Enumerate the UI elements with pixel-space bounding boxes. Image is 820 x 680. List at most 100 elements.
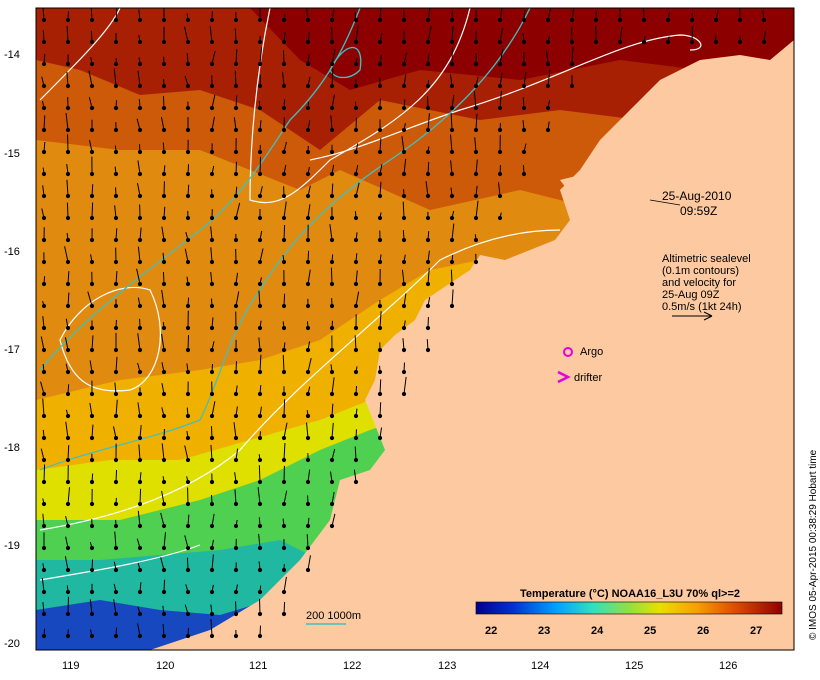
velocity-arrow-head	[425, 325, 431, 331]
velocity-arrow-head	[281, 523, 287, 529]
velocity-arrow-head	[137, 215, 143, 221]
velocity-arrow	[91, 335, 94, 351]
velocity-arrow	[379, 311, 382, 329]
velocity-arrow-head	[473, 127, 479, 133]
velocity-arrow-head	[185, 347, 191, 353]
velocity-arrow-head	[473, 237, 479, 243]
velocity-arrow-head	[41, 611, 47, 617]
velocity-arrow-head	[257, 215, 263, 221]
velocity-arrow-head	[473, 39, 479, 45]
velocity-arrow-head	[257, 633, 263, 639]
velocity-arrow	[210, 444, 213, 461]
velocity-arrow-head	[689, 39, 695, 45]
velocity-arrow	[210, 619, 213, 637]
timestamp-leader	[649, 199, 681, 206]
velocity-arrow-head	[257, 545, 263, 551]
velocity-arrow-head	[209, 435, 215, 441]
velocity-arrow-head	[89, 17, 95, 23]
velocity-arrow-head	[137, 457, 143, 463]
velocity-arrow-head	[377, 193, 383, 199]
velocity-arrow	[329, 224, 333, 241]
velocity-arrow-head	[233, 369, 239, 375]
velocity-arrow-head	[281, 457, 287, 463]
velocity-arrow	[499, 48, 504, 65]
isobath-key: 200 1000m	[306, 610, 361, 625]
velocity-arrow-head	[185, 193, 191, 199]
timestamp-date: 25-Aug-2010	[662, 189, 732, 203]
velocity-arrow	[330, 267, 333, 285]
velocity-arrow	[451, 289, 454, 307]
velocity-arrow	[210, 226, 213, 241]
velocity-arrow-head	[89, 347, 95, 353]
velocity-arrow-head	[329, 127, 335, 133]
velocity-arrow-head	[473, 83, 479, 89]
lon-tick: 126	[719, 660, 737, 672]
velocity-arrow-head	[401, 237, 407, 243]
velocity-arrow-head	[425, 259, 431, 265]
colorbar-title: Temperature (°C) NOAA16_L3U 70% ql>=2	[520, 588, 740, 600]
velocity-arrow-head	[233, 611, 239, 617]
velocity-arrow-head	[353, 149, 359, 155]
velocity-arrow-head	[185, 523, 191, 529]
lat-tick: -14	[4, 49, 20, 61]
velocity-arrow-head	[305, 523, 311, 529]
velocity-arrow-head	[89, 589, 95, 595]
velocity-arrow-head	[353, 479, 359, 485]
velocity-arrow	[161, 490, 165, 505]
velocity-arrow-head	[137, 347, 143, 353]
velocity-arrow	[306, 8, 309, 21]
velocity-arrow-head	[209, 567, 215, 573]
velocity-arrow-head	[113, 545, 119, 551]
velocity-arrow-head	[281, 17, 287, 23]
velocity-arrow-head	[473, 193, 479, 199]
velocity-arrow-head	[209, 237, 215, 243]
velocity-arrow-head	[41, 83, 47, 89]
velocity-arrow-head	[41, 589, 47, 595]
velocity-arrow-head	[161, 391, 167, 397]
velocity-arrow	[283, 442, 286, 461]
velocity-arrow-head	[185, 281, 191, 287]
velocity-arrow-head	[113, 347, 119, 353]
velocity-arrow-head	[161, 589, 167, 595]
velocity-arrow-head	[497, 105, 503, 111]
velocity-arrow-head	[305, 413, 311, 419]
velocity-arrow-head	[521, 61, 527, 67]
velocity-arrow-head	[401, 149, 407, 155]
velocity-arrow-head	[185, 17, 191, 23]
velocity-arrow	[161, 226, 165, 241]
velocity-arrow-head	[257, 105, 263, 111]
velocity-arrow-head	[329, 369, 335, 375]
sealevel-contour	[59, 286, 161, 392]
velocity-arrow-head	[449, 61, 455, 67]
velocity-arrow-head	[377, 391, 383, 397]
velocity-arrow-head	[209, 457, 215, 463]
timestamp-time: 09:59Z	[680, 204, 717, 218]
velocity-arrow-head	[377, 17, 383, 23]
velocity-arrow-head	[329, 391, 335, 397]
velocity-arrow-head	[425, 39, 431, 45]
velocity-arrow	[67, 271, 70, 285]
velocity-arrow-head	[281, 39, 287, 45]
lon-tick: 122	[343, 660, 361, 672]
lat-tick: -16	[4, 246, 20, 258]
velocity-arrow-head	[161, 215, 167, 221]
velocity-arrow-head	[233, 589, 239, 595]
velocity-arrow	[331, 94, 335, 109]
velocity-arrow-head	[209, 149, 215, 155]
velocity-arrow-head	[257, 501, 263, 507]
velocity-arrow-head	[401, 39, 407, 45]
velocity-arrow-head	[137, 523, 143, 529]
lat-tick: -19	[4, 540, 20, 552]
velocity-arrow-head	[329, 281, 335, 287]
velocity-arrow-head	[497, 61, 503, 67]
velocity-arrow-head	[377, 237, 383, 243]
velocity-arrow-head	[257, 611, 263, 617]
velocity-arrow	[87, 291, 93, 307]
velocity-arrow-head	[137, 237, 143, 243]
velocity-arrow-head	[233, 457, 239, 463]
velocity-arrow-head	[329, 457, 335, 463]
velocity-arrow-head	[281, 61, 287, 67]
velocity-arrow-head	[257, 523, 263, 529]
velocity-arrow	[403, 158, 407, 175]
